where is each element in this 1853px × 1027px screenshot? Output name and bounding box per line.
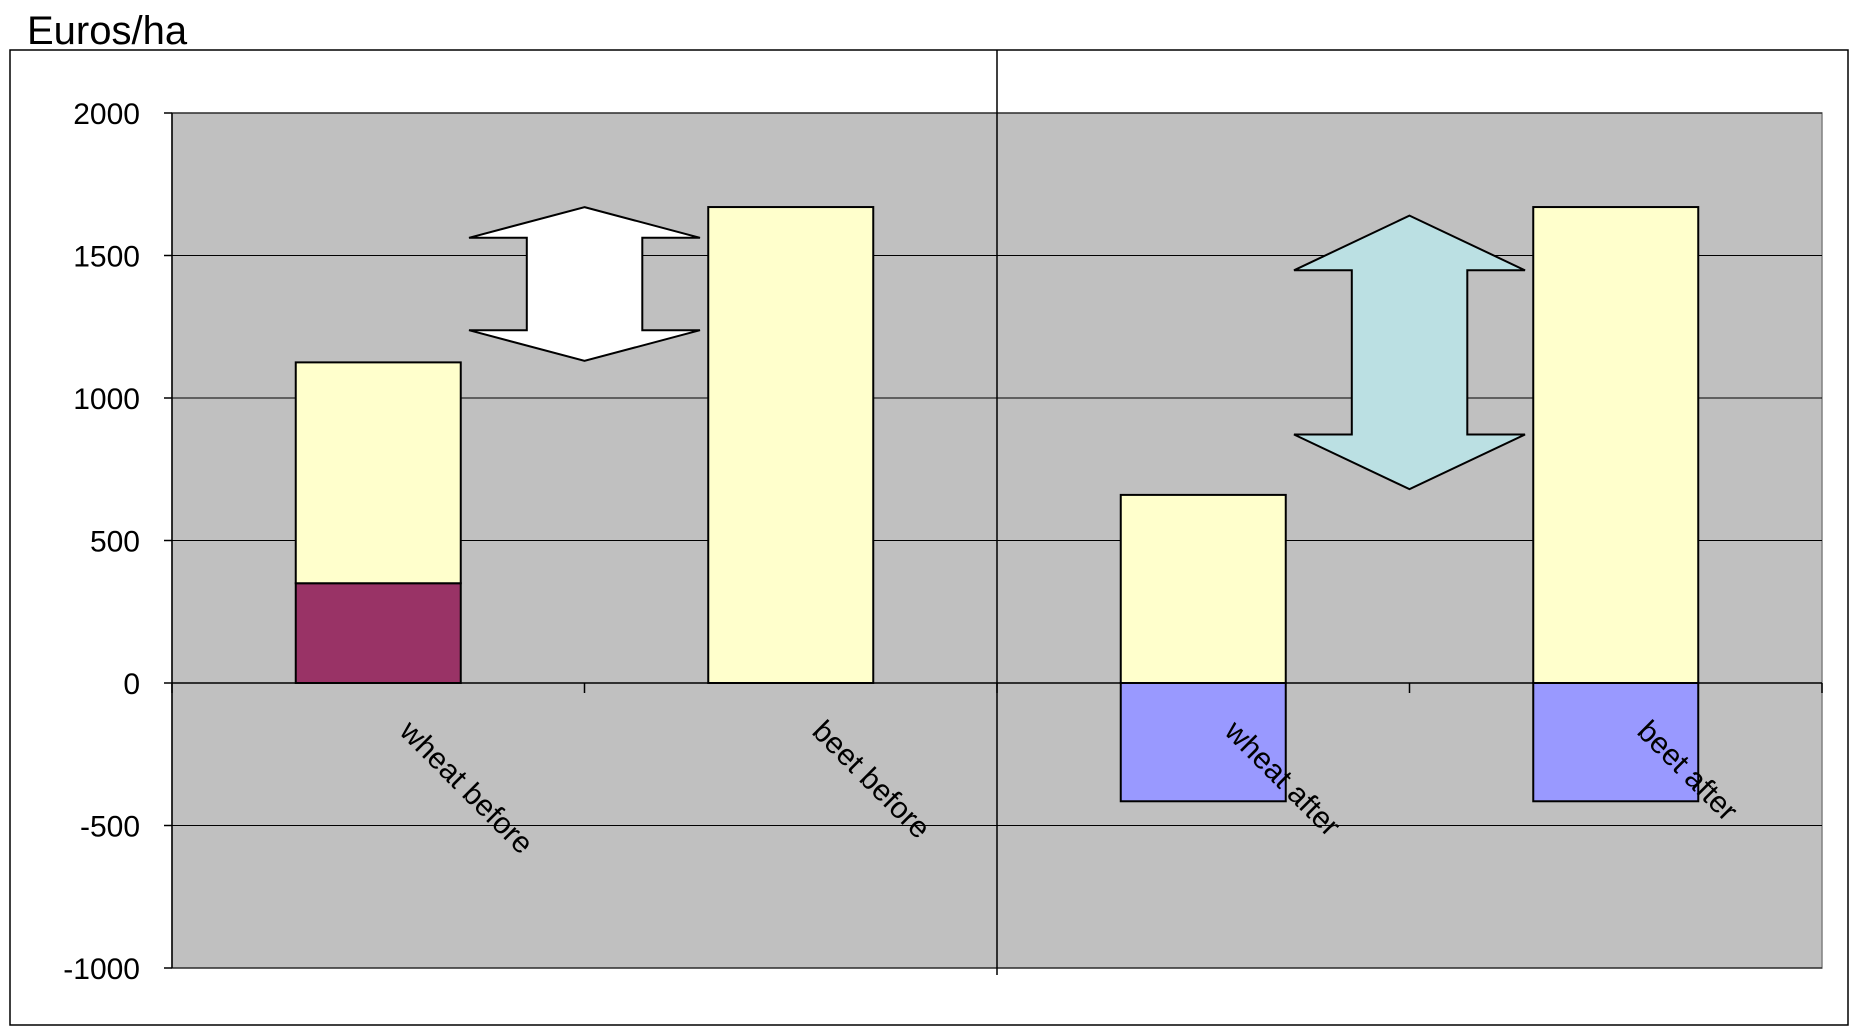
y-tick-label: 0 xyxy=(123,668,140,701)
double-arrow xyxy=(1293,214,1526,491)
y-tick-label: 500 xyxy=(90,526,140,559)
bar-segment xyxy=(707,206,875,685)
bar-segment xyxy=(294,582,462,684)
double-arrow xyxy=(468,206,701,362)
bar-segment xyxy=(1532,682,1700,803)
bar-segment xyxy=(294,361,462,585)
bars xyxy=(294,206,1700,803)
y-axis-label: Euros/ha xyxy=(27,9,188,53)
y-tick-label: 1500 xyxy=(73,241,140,274)
annotations xyxy=(468,206,1526,491)
y-tick-label: 1000 xyxy=(73,383,140,416)
y-tick-label: -1000 xyxy=(63,953,140,986)
bar-segment xyxy=(1119,682,1287,803)
y-tick-label: 2000 xyxy=(73,98,140,131)
axes xyxy=(164,50,1823,975)
y-tick-labels: 2000 1500 1000 500 0 -500 -1000 xyxy=(63,98,140,986)
y-tick-label: -500 xyxy=(80,811,140,844)
bar-segment xyxy=(1532,206,1700,685)
bar-segment xyxy=(1119,493,1287,684)
